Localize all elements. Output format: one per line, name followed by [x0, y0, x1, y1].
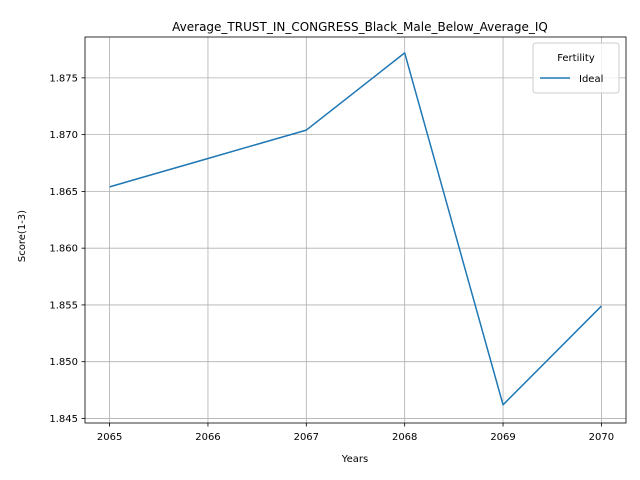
y-tick-label: 1.870 [49, 130, 78, 141]
x-axis-label: Years [341, 454, 368, 465]
y-tick-label: 1.855 [49, 300, 78, 311]
legend-label-ideal: Ideal [579, 74, 603, 85]
x-tick-label: 2065 [97, 432, 122, 443]
y-tick-label: 1.875 [49, 73, 78, 84]
chart-title: Average_TRUST_IN_CONGRESS_Black_Male_Bel… [172, 20, 548, 34]
legend: Fertility Ideal [532, 42, 620, 94]
y-tick-label: 1.860 [49, 244, 78, 255]
y-tick-label: 1.850 [49, 357, 78, 368]
y-axis-ticks: 1.845 1.850 1.855 1.860 1.865 1.870 1.875 [49, 73, 85, 425]
series-lines [109, 52, 602, 406]
grid-lines [85, 37, 626, 423]
x-axis-ticks: 2065 2066 2067 2068 2069 2070 [97, 423, 614, 443]
y-axis-label: Score(1-3) [17, 210, 28, 262]
series-line-ideal [109, 52, 602, 406]
x-tick-label: 2069 [490, 432, 515, 443]
plot-frame [84, 36, 627, 424]
x-tick-label: 2067 [294, 432, 319, 443]
x-tick-label: 2066 [195, 432, 220, 443]
y-tick-label: 1.845 [49, 414, 78, 425]
legend-box [532, 42, 620, 94]
x-tick-label: 2070 [589, 432, 614, 443]
x-tick-label: 2068 [392, 432, 417, 443]
legend-title: Fertility [557, 53, 595, 64]
y-tick-label: 1.865 [49, 187, 78, 198]
